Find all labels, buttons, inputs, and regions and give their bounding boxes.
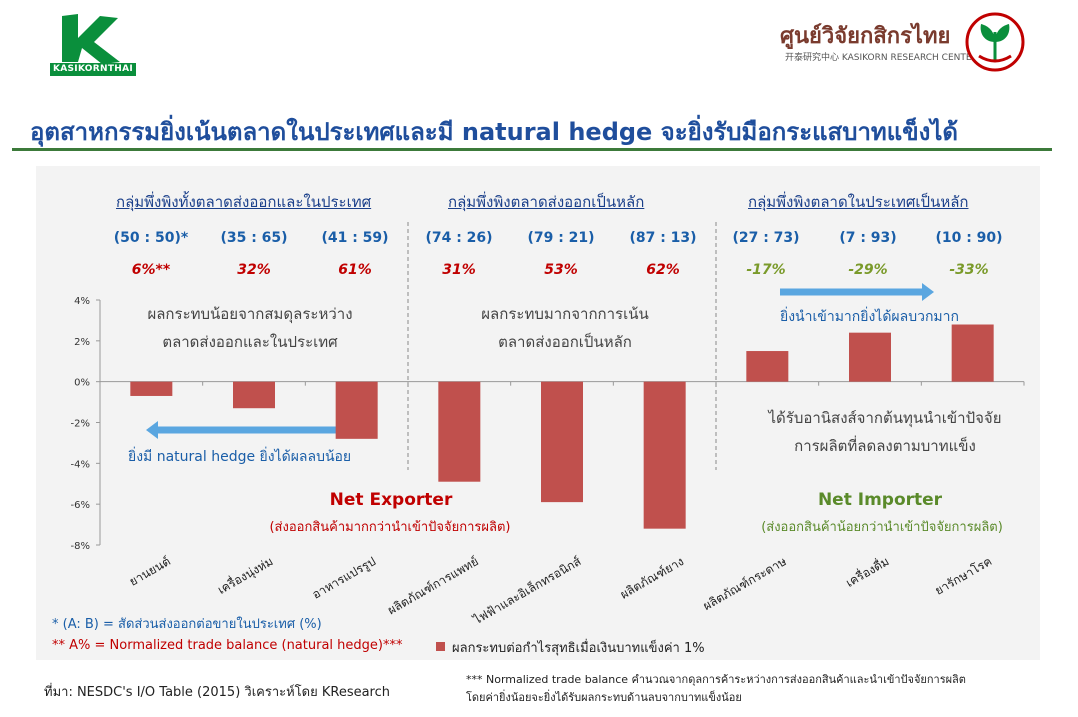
category-label: ผลิตภัณฑ์กระดาษ xyxy=(701,554,789,613)
annotation-domestic: ได้รับอานิสงส์จากต้นทุนนำเข้าปัจจัย การผ… xyxy=(740,404,1030,460)
krc-title: ศูนย์วิจัยกสิกรไทย xyxy=(780,23,951,49)
annotation-line: ผลกระทบมากจากการเน้น xyxy=(481,305,649,323)
bar xyxy=(951,324,994,382)
annotation-line: การผลิตที่ลดลงตามบาทแข็ง xyxy=(794,437,976,455)
hedge-pct: 61% xyxy=(338,262,372,278)
ratio-label: (79 : 21) xyxy=(527,230,595,246)
category-label: ยานยนต์ xyxy=(127,554,173,589)
source-note: ที่มา: NESDC's I/O Table (2015) วิเคราะห… xyxy=(44,685,390,700)
annotation-line: ได้รับอานิสงส์จากต้นทุนนำเข้าปัจจัย xyxy=(768,409,1002,427)
legend-label: ผลกระทบต่อกำไรสุทธิเมื่อเงินบาทแข็งค่า 1… xyxy=(452,641,705,656)
net-importer-sub: (ส่งออกสินค้าน้อยกว่านำเข้าปัจจัยการผลิต… xyxy=(761,520,1003,535)
y-tick-label: 0% xyxy=(74,378,90,389)
bar xyxy=(130,381,173,396)
footnote-normalized-2: โดยค่ายิ่งน้อยจะยิ่งได้รับผลกระทบด้านลบจ… xyxy=(466,691,742,704)
footnote-ab: * (A: B) = สัดส่วนส่งออกต่อขายในประเทศ (… xyxy=(52,617,322,632)
annotation-line: ผลกระทบน้อยจากสมดุลระหว่าง xyxy=(147,305,353,323)
group-title-domestic: กลุ่มพึ่งพิงตลาดในประเทศเป็นหลัก xyxy=(748,193,969,211)
y-tick-label: -8% xyxy=(71,541,90,552)
chart-panel xyxy=(36,166,1040,660)
hedge-arrow-text: ยิ่งมี natural hedge ยิ่งได้ผลลบน้อย xyxy=(128,449,352,465)
net-exporter-sub: (ส่งออกสินค้ามากกว่านำเข้าปัจจัยการผลิต) xyxy=(269,520,511,535)
annotation-export: ผลกระทบมากจากการเน้น ตลาดส่งออกเป็นหลัก xyxy=(450,300,680,356)
ratio-label: (50 : 50)* xyxy=(113,230,189,246)
legend-swatch xyxy=(436,642,445,651)
import-arrow-text: ยิ่งนำเข้ามากยิ่งได้ผลบวกมาก xyxy=(780,309,959,325)
category-label: เครื่องนุ่งห่ม xyxy=(214,552,276,597)
group-title-export: กลุ่มพึ่งพิงตลาดส่งออกเป็นหลัก xyxy=(448,193,645,211)
category-label: ผลิตภัณฑ์ยาง xyxy=(618,554,686,602)
hedge-pct: 53% xyxy=(544,262,578,278)
ratio-label: (87 : 13) xyxy=(629,230,697,246)
y-tick-label: -6% xyxy=(71,500,90,511)
annotation-line: ตลาดส่งออกและในประเทศ xyxy=(162,333,338,351)
net-importer-label: Net Importer xyxy=(817,490,943,510)
kasikornthai-logo xyxy=(62,14,120,64)
bar xyxy=(849,332,891,382)
hedge-pct: -33% xyxy=(949,262,989,278)
bar xyxy=(335,381,378,439)
hedge-pct: 32% xyxy=(237,262,271,278)
ratio-label: (41 : 59) xyxy=(321,230,389,246)
category-label: เครื่องดื่ม xyxy=(842,552,891,590)
footnote-a-pct: ** A% = Normalized trade balance (natura… xyxy=(52,638,403,653)
hedge-pct: -17% xyxy=(746,262,786,278)
import-arrow-head xyxy=(922,283,934,301)
page-title: อุตสาหกรรมยิ่งเน้นตลาดในประเทศและมี natu… xyxy=(30,118,958,146)
krc-logo xyxy=(965,12,1025,72)
category-label: อาหารแปรรูป xyxy=(310,554,379,602)
ratio-label: (10 : 90) xyxy=(935,230,1003,246)
krc-subtitle: 开泰研究中心 KASIKORN RESEARCH CENTER xyxy=(785,53,978,63)
bar xyxy=(746,351,789,382)
kasikornthai-logo-text: KASIKORNTHAI xyxy=(50,63,136,76)
hedge-pct: 6%** xyxy=(131,262,171,278)
y-tick-label: 2% xyxy=(74,337,90,348)
category-label: ไฟฟ้าและอิเล็กทรอนิกส์ xyxy=(470,553,584,628)
bar xyxy=(233,381,275,409)
ratio-label: (35 : 65) xyxy=(220,230,288,246)
ratio-label: (7 : 93) xyxy=(839,230,897,246)
hedge-pct: -29% xyxy=(848,262,888,278)
y-tick-label: -4% xyxy=(71,459,90,470)
net-exporter-label: Net Exporter xyxy=(329,490,453,510)
bar xyxy=(541,381,583,503)
y-tick-label: 4% xyxy=(74,296,90,307)
y-tick-label: -2% xyxy=(71,419,90,430)
ratio-label: (74 : 26) xyxy=(425,230,493,246)
hedge-pct: 31% xyxy=(442,262,476,278)
annotation-line: ตลาดส่งออกเป็นหลัก xyxy=(498,333,632,351)
ratio-label: (27 : 73) xyxy=(732,230,800,246)
group-title-mixed: กลุ่มพึ่งพิงทั้งตลาดส่งออกและในประเทศ xyxy=(116,193,372,211)
hedge-pct: 62% xyxy=(646,262,680,278)
category-label: ผลิตภัณฑ์การแพทย์ xyxy=(385,554,481,617)
annotation-mixed: ผลกระทบน้อยจากสมดุลระหว่าง ตลาดส่งออกและ… xyxy=(120,300,380,356)
hedge-arrow-head xyxy=(146,421,158,439)
footnote-normalized-1: *** Normalized trade balance คำนวณจากดุล… xyxy=(466,673,966,686)
title-divider xyxy=(12,148,1052,151)
bar xyxy=(643,381,686,529)
category-label: ยารักษาโรค xyxy=(933,554,995,598)
bar xyxy=(438,381,481,482)
